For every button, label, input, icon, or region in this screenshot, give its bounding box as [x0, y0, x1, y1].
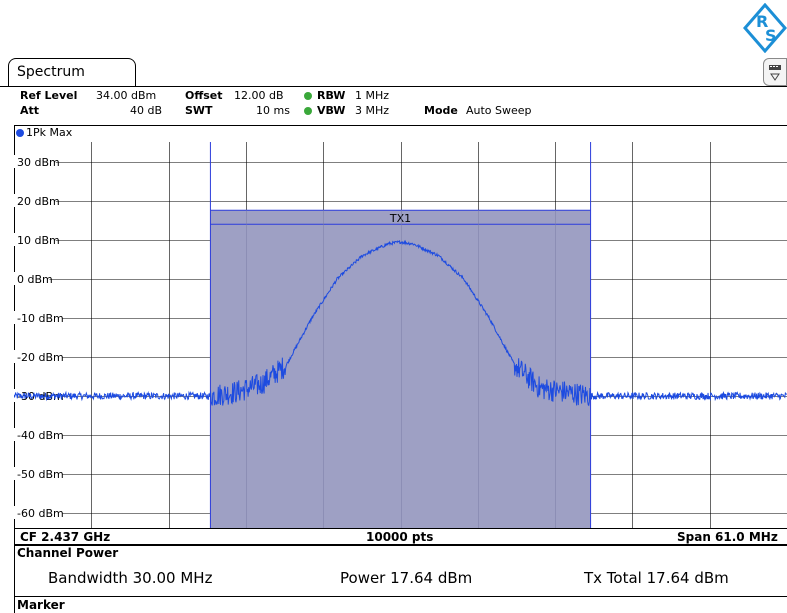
y-tick-label-bg — [14, 155, 56, 168]
rbw-value: 1 MHz — [355, 89, 390, 102]
ref-level-label: Ref Level — [20, 89, 78, 102]
bandwidth-value: 30.00 MHz — [132, 569, 213, 587]
spectrum-plot-frame — [14, 125, 787, 545]
bandwidth-label: Bandwidth — [48, 569, 128, 587]
mode-value: Auto Sweep — [466, 104, 532, 117]
logo-letter-r: R — [756, 12, 768, 31]
trace-color-dot — [16, 129, 24, 137]
rohde-schwarz-logo: R S — [743, 3, 787, 53]
trace-label-text: 1Pk Max — [26, 126, 73, 139]
y-tick-label-bg — [14, 467, 63, 480]
swt-value: 10 ms — [256, 104, 290, 117]
spectrum-plot[interactable]: TX1 30 dBm 20 dBm 10 dBm 0 dBm -10 dBm -20 dBm… — [14, 142, 787, 528]
y-tick-label: 30 dBm — [17, 156, 60, 169]
rbw-status-dot — [304, 88, 312, 103]
vbw-status-dot — [304, 103, 312, 118]
y-tick-label: -60 dBm — [17, 507, 64, 520]
offset-label: Offset — [185, 89, 223, 102]
y-tick-label: -50 dBm — [17, 468, 64, 481]
y-tick-label: 10 dBm — [17, 234, 60, 247]
spectrum-trace — [14, 239, 787, 407]
power-label: Power — [340, 569, 386, 587]
channel-power-divider — [14, 545, 787, 546]
tx-total-label: Tx Total — [584, 569, 642, 587]
center-frequency: CF 2.437 GHz — [20, 530, 111, 544]
rbw-label: RBW — [317, 89, 346, 102]
att-label: Att — [20, 104, 40, 117]
swt-label: SWT — [185, 104, 213, 117]
y-tick-label: -20 dBm — [17, 351, 64, 364]
result-left-border — [14, 545, 15, 613]
y-tick-label: -40 dBm — [17, 429, 64, 442]
y-tick-label-bg — [14, 194, 56, 207]
y-tick-label-bg — [14, 506, 63, 519]
sweep-points: 10000 pts — [366, 530, 434, 544]
span-value: Span 61.0 MHz — [677, 530, 778, 544]
vbw-label: VBW — [317, 104, 346, 117]
bandwidth-result: Bandwidth 30.00 MHz — [48, 569, 212, 587]
y-tick-label: -10 dBm — [17, 312, 64, 325]
logo-letter-s: S — [765, 26, 777, 45]
tx-total-value: 17.64 dBm — [646, 569, 729, 587]
channel-label: TX1 — [389, 212, 411, 225]
offset-value: 12.00 dB — [234, 89, 284, 102]
y-tick-label-bg — [14, 311, 63, 324]
vbw-value: 3 MHz — [355, 104, 390, 117]
y-tick-label-bg — [14, 233, 56, 246]
keyboard-menu-icon — [769, 65, 781, 81]
y-tick-label-bg — [14, 428, 63, 441]
plot-footer: CF 2.437 GHz 10000 pts Span 61.0 MHz — [14, 528, 787, 546]
mode-label: Mode — [424, 104, 458, 117]
channel-power-title: Channel Power — [17, 546, 119, 560]
power-value: 17.64 dBm — [390, 569, 473, 587]
marker-title: Marker — [17, 598, 65, 612]
y-tick-label: 20 dBm — [17, 195, 60, 208]
tab-spectrum[interactable]: Spectrum — [8, 58, 136, 86]
tab-divider — [0, 86, 787, 87]
att-value: 40 dB — [130, 104, 163, 117]
y-tick-label-bg — [14, 272, 50, 285]
power-result: Power 17.64 dBm — [340, 569, 472, 587]
trace-label: 1Pk Max — [16, 126, 72, 139]
y-tick-label: 0 dBm — [17, 273, 53, 286]
menu-button[interactable] — [763, 58, 787, 86]
marker-divider — [14, 596, 787, 597]
tx-total-result: Tx Total 17.64 dBm — [584, 569, 729, 587]
channel-band — [210, 210, 591, 528]
ref-level-value: 34.00 dBm — [96, 89, 157, 102]
y-tick-label-bg — [14, 350, 63, 363]
